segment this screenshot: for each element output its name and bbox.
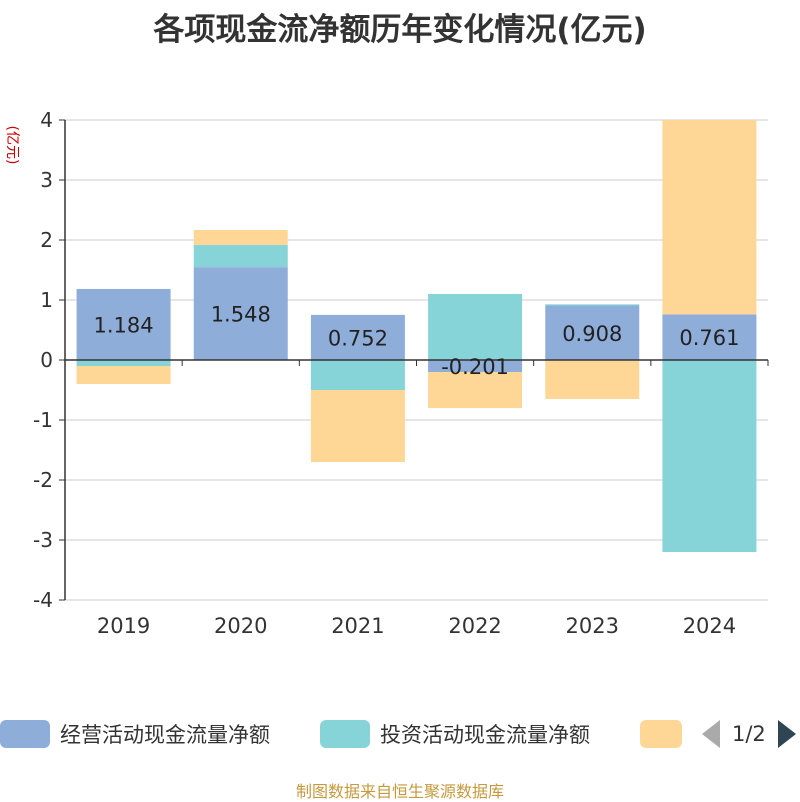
legend-page-indicator: 1/2 xyxy=(732,722,766,746)
data-label-2020: 1.548 xyxy=(211,303,271,327)
bar-operating-2020 xyxy=(193,267,288,360)
bar-financing-2024 xyxy=(662,119,757,315)
y-tick-label: -1 xyxy=(33,408,53,432)
bar-investing-2022 xyxy=(428,294,523,360)
x-tick-label-2022: 2022 xyxy=(448,614,501,638)
legend-next-icon[interactable] xyxy=(777,720,796,748)
data-source-footer: 制图数据来自恒生聚源数据库 xyxy=(295,782,504,801)
data-label-2024: 0.761 xyxy=(679,326,739,350)
bar-investing-2021 xyxy=(310,360,405,390)
y-tick-label: -3 xyxy=(33,528,53,552)
bar-operating-2019 xyxy=(76,288,171,360)
bar-financing-2019 xyxy=(76,366,171,384)
bar-operating-2022 xyxy=(428,360,523,373)
bar-financing-2021 xyxy=(310,390,405,462)
y-tick-label: -4 xyxy=(33,588,53,612)
chart-title: 各项现金流净额历年变化情况(亿元) xyxy=(153,12,647,48)
bar-financing-2020 xyxy=(193,229,288,245)
data-label-2023: 0.908 xyxy=(562,322,622,346)
legend-item-financing[interactable] xyxy=(640,716,692,752)
legend: 经营活动现金流量净额 投资活动现金流量净额 1/2 xyxy=(0,716,800,756)
legend-swatch-operating xyxy=(0,720,50,748)
bar-financing-2023 xyxy=(545,360,640,399)
y-axis-title: (亿元) xyxy=(4,126,20,165)
legend-item-operating[interactable]: 经营活动现金流量净额 xyxy=(0,716,270,752)
bar-operating-2024 xyxy=(662,314,757,360)
bar-investing-2024 xyxy=(662,360,757,552)
data-label-2019: 1.184 xyxy=(94,313,154,337)
x-tick-label-2019: 2019 xyxy=(97,614,150,638)
data-label-2022: -0.201 xyxy=(441,355,509,379)
bar-operating-2021 xyxy=(310,314,405,360)
y-tick-label: -2 xyxy=(33,468,53,492)
y-tick-label: 3 xyxy=(40,168,53,192)
bar-operating-2023 xyxy=(545,305,640,360)
bar-financing-2022 xyxy=(428,372,523,409)
y-tick-label: 2 xyxy=(40,228,53,252)
legend-item-investing[interactable]: 投资活动现金流量净额 xyxy=(320,716,590,752)
data-label-2021: 0.752 xyxy=(328,326,388,350)
bar-investing-2023 xyxy=(545,304,640,306)
x-tick-label-2020: 2020 xyxy=(214,614,267,638)
legend-prev-icon[interactable] xyxy=(702,720,720,748)
bar-investing-2020 xyxy=(193,244,288,268)
legend-label-investing: 投资活动现金流量净额 xyxy=(380,723,590,747)
y-tick-label: 0 xyxy=(40,348,53,372)
legend-pager: 1/2 xyxy=(702,716,796,752)
x-tick-label-2023: 2023 xyxy=(566,614,619,638)
bar-investing-2019 xyxy=(76,360,171,366)
y-tick-label: 1 xyxy=(40,288,53,312)
x-tick-label-2021: 2021 xyxy=(331,614,384,638)
x-tick-label-2024: 2024 xyxy=(683,614,736,638)
legend-swatch-investing xyxy=(320,720,370,748)
legend-label-operating: 经营活动现金流量净额 xyxy=(60,723,270,747)
y-tick-label: 4 xyxy=(40,108,53,132)
legend-swatch-financing xyxy=(640,720,682,748)
